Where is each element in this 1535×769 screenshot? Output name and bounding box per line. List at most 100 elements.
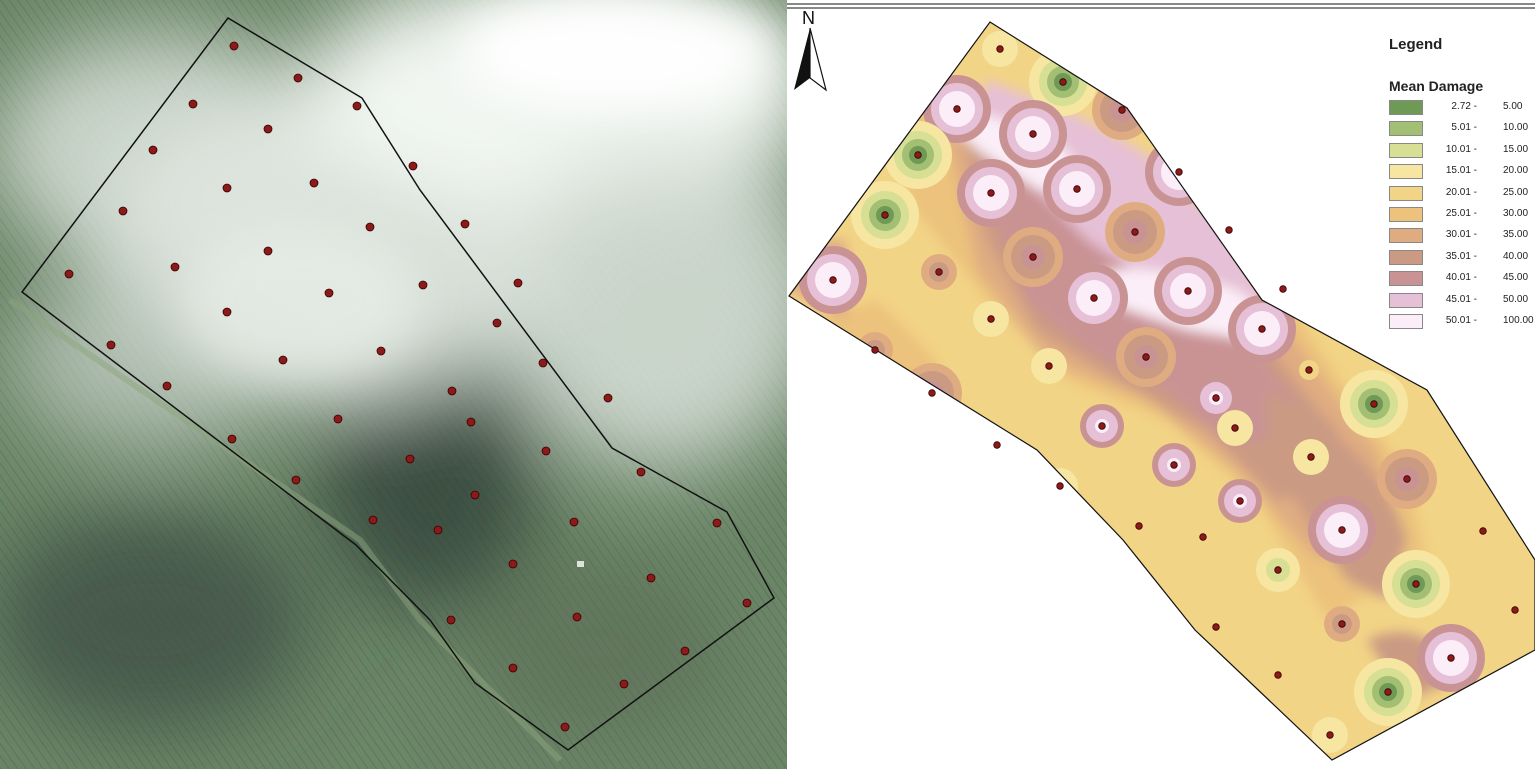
sample-point [229, 41, 239, 51]
legend-class-high: 35.00 [1503, 229, 1529, 241]
legend-class-2: 5.01 - 10.00 [1389, 121, 1535, 139]
sample-point [405, 454, 415, 464]
legend-class-4: 15.01 - 20.00 [1389, 164, 1535, 182]
sample-point [881, 211, 889, 219]
legend-class-high: 10.00 [1503, 122, 1529, 134]
sample-point [935, 268, 943, 276]
legend-class-high: 50.00 [1503, 293, 1529, 305]
north-arrow-icon [794, 27, 828, 92]
legend-class-low: 40.01 - [1445, 272, 1477, 284]
sample-point [1258, 325, 1266, 333]
sample-point [1225, 226, 1233, 234]
sample-point [1175, 168, 1183, 176]
sample-point [646, 573, 656, 583]
legend-class-low: 20.01 - [1445, 186, 1477, 198]
sample-point [1479, 527, 1487, 535]
sample-point [1279, 285, 1287, 293]
legend-class-low: 15.01 - [1445, 165, 1477, 177]
sample-point [1338, 620, 1346, 628]
legend-class-6: 25.01 - 30.00 [1389, 207, 1535, 225]
sample-point [1131, 228, 1139, 236]
sample-point [560, 722, 570, 732]
sample-point [1184, 287, 1192, 295]
legend-class-low: 10.01 - [1445, 143, 1477, 155]
legend-class-low: 30.01 - [1445, 229, 1477, 241]
sample-point [1412, 580, 1420, 588]
sample-point [1305, 366, 1313, 374]
sample-point [162, 381, 172, 391]
sample-point [541, 446, 551, 456]
legend-class-10: 45.01 - 50.00 [1389, 292, 1535, 311]
legend-swatch [1389, 142, 1423, 158]
sample-point [508, 663, 518, 673]
sample-point [1118, 106, 1126, 114]
legend-class-high: 30.00 [1503, 208, 1529, 219]
damage-map-panel: N Legend Mean Damage 2.72 - 5.00 5.01 - 10.… [787, 0, 1535, 769]
sample-point [293, 73, 303, 83]
sample-point [712, 518, 722, 528]
aerial-photo [0, 0, 787, 769]
sample-point [466, 417, 476, 427]
sample-point [148, 145, 158, 155]
legend-class-1: 2.72 - 5.00 [1389, 100, 1535, 118]
sample-point [572, 612, 582, 622]
legend-class-high: 25.00 [1503, 186, 1529, 198]
sample-point [1098, 422, 1106, 430]
legend-subtitle: Mean Damage [1389, 78, 1484, 94]
sample-point [222, 307, 232, 317]
sample-point [1231, 424, 1239, 432]
legend-class-11: 50.01 - 100.00 [1389, 314, 1535, 332]
sample-point [170, 262, 180, 272]
sample-point [1370, 400, 1378, 408]
legend-class-low: 25.01 - [1445, 208, 1477, 219]
north-arrow: N [792, 8, 828, 98]
sample-point [408, 161, 418, 171]
sample-point [365, 222, 375, 232]
sample-point [106, 340, 116, 350]
north-arrow-label: N [802, 8, 815, 28]
sample-point [953, 105, 961, 113]
sample-points-left [64, 41, 752, 732]
sample-point [513, 278, 523, 288]
legend-class-7: 30.01 - 35.00 [1389, 228, 1535, 246]
sample-point [368, 515, 378, 525]
sample-point [987, 315, 995, 323]
legend-class-8: 35.01 - 40.00 [1389, 249, 1535, 268]
sample-point [446, 615, 456, 625]
legend-class-3: 10.01 - 15.00 [1389, 142, 1535, 161]
sample-point [987, 189, 995, 197]
sample-point [263, 246, 273, 256]
sample-point [914, 151, 922, 159]
legend-class-9: 40.01 - 45.00 [1389, 271, 1535, 289]
sample-point [1090, 294, 1098, 302]
sample-point [1073, 185, 1081, 193]
sample-point [291, 475, 301, 485]
sample-point [263, 124, 273, 134]
sample-point [1142, 353, 1150, 361]
sample-point [118, 206, 128, 216]
legend-swatch [1389, 100, 1423, 115]
legend-swatch [1389, 185, 1423, 201]
sample-point [680, 646, 690, 656]
sample-point [569, 517, 579, 527]
sample-point [636, 467, 646, 477]
sample-point [871, 346, 879, 354]
legend-swatch [1389, 121, 1423, 137]
sample-point [1170, 461, 1178, 469]
sample-point [1199, 533, 1207, 541]
sample-point [492, 318, 502, 328]
sample-point [1274, 566, 1282, 574]
sample-point [603, 393, 613, 403]
legend-swatch [1389, 207, 1423, 222]
sample-point [1236, 497, 1244, 505]
sample-point [538, 358, 548, 368]
legend-class-low: 35.01 - [1445, 250, 1477, 262]
sample-point [188, 99, 198, 109]
legend-swatch [1389, 228, 1423, 244]
sample-point [1511, 606, 1519, 614]
sample-point [324, 288, 334, 298]
sample-point [1212, 394, 1220, 402]
legend-title: Legend [1389, 36, 1443, 53]
sample-point [376, 346, 386, 356]
sample-point [227, 434, 237, 444]
